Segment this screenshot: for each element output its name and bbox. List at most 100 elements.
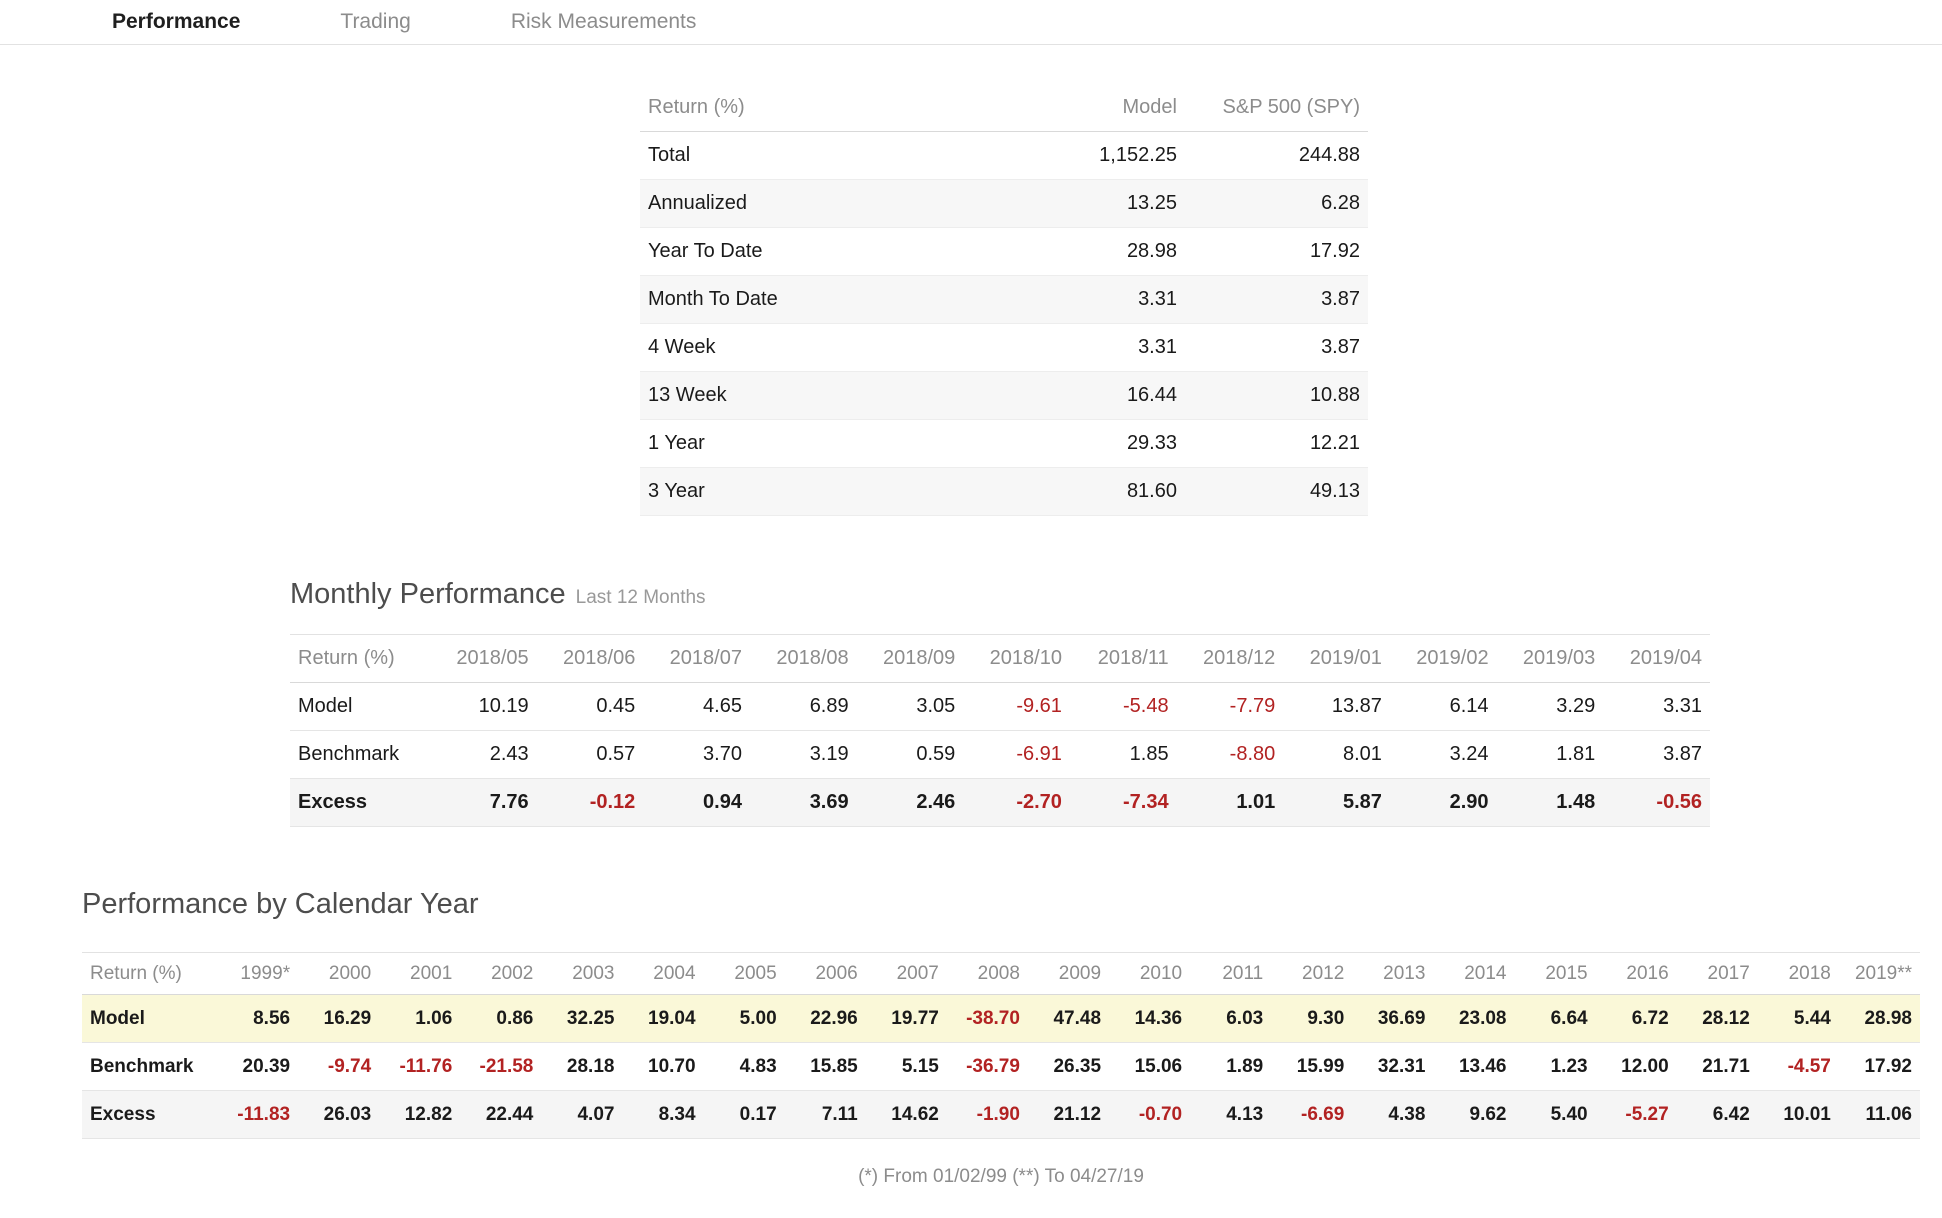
- table-header-row: Return (%) Model S&P 500 (SPY): [640, 85, 1368, 132]
- value-cell: 6.64: [1514, 994, 1596, 1043]
- value-cell: 5.00: [703, 994, 785, 1043]
- tab-performance[interactable]: Performance: [112, 10, 241, 33]
- value-cell: 21.71: [1676, 1042, 1758, 1091]
- value-cell: 7.11: [784, 1090, 866, 1139]
- value-cell: 2.46: [856, 778, 964, 827]
- value-cell: 17.92: [1185, 227, 1368, 276]
- row-label: Benchmark: [82, 1042, 217, 1091]
- value-cell: 6.14: [1389, 682, 1497, 731]
- column-header: 2019/01: [1283, 634, 1390, 683]
- value-cell: 3.31: [1603, 682, 1710, 731]
- monthly-performance-heading: Monthly Performance Last 12 Months: [290, 578, 706, 611]
- value-cell: 4.07: [541, 1090, 623, 1139]
- value-cell: 15.06: [1109, 1042, 1191, 1091]
- column-header-model: Model: [950, 85, 1185, 132]
- column-header: 2019/03: [1496, 634, 1604, 683]
- column-header: 2018/07: [643, 634, 750, 683]
- row-label: Excess: [82, 1090, 217, 1139]
- column-header: 2002: [460, 952, 542, 995]
- value-cell: -7.79: [1176, 682, 1284, 731]
- table-row: Benchmark 20.39 -9.74 -11.76 -21.58 28.18 10.7…: [82, 1042, 1920, 1091]
- value-cell: -38.70: [946, 994, 1028, 1043]
- value-cell: 13.25: [950, 179, 1185, 228]
- value-cell: -9.61: [963, 682, 1070, 731]
- value-cell: 5.40: [1514, 1090, 1596, 1139]
- value-cell: -4.57: [1757, 1042, 1839, 1091]
- value-cell: 6.89: [749, 682, 857, 731]
- value-cell: 15.85: [784, 1042, 866, 1091]
- column-header-label: Return (%): [290, 634, 430, 683]
- value-cell: 1.85: [1069, 730, 1177, 779]
- value-cell: 11.06: [1838, 1090, 1920, 1139]
- column-header: 2013: [1352, 952, 1434, 995]
- value-cell: 4.65: [643, 682, 750, 731]
- value-cell: 3.29: [1496, 682, 1604, 731]
- value-cell: 32.25: [541, 994, 623, 1043]
- value-cell: 36.69: [1352, 994, 1434, 1043]
- value-cell: -5.48: [1069, 682, 1177, 731]
- monthly-performance-table: Return (%) 2018/05 2018/06 2018/07 2018/08 20…: [290, 634, 1710, 827]
- value-cell: 1,152.25: [950, 131, 1185, 180]
- column-header: 2018/11: [1069, 634, 1177, 683]
- column-header: 2018/05: [430, 634, 537, 683]
- value-cell: 0.59: [856, 730, 964, 779]
- column-header: 2004: [622, 952, 704, 995]
- column-header: 2019/04: [1603, 634, 1710, 683]
- value-cell: 9.62: [1433, 1090, 1515, 1139]
- column-header: 2007: [865, 952, 947, 995]
- tab-trading[interactable]: Trading: [340, 10, 411, 33]
- summary-returns-table: Return (%) Model S&P 500 (SPY) Total 1,15…: [640, 85, 1368, 516]
- summary-table-body: Total 1,152.25 244.88 Annualized 13.25 6.28 Ye…: [640, 131, 1368, 516]
- value-cell: 22.96: [784, 994, 866, 1043]
- row-label: Month To Date: [640, 275, 950, 324]
- value-cell: 10.01: [1757, 1090, 1839, 1139]
- summary-table-header: Return (%) Model S&P 500 (SPY): [640, 85, 1368, 132]
- table-row: Benchmark 2.43 0.57 3.70 3.19 0.59 -6.91 1.85 -8…: [290, 730, 1710, 779]
- value-cell: -6.91: [963, 730, 1070, 779]
- value-cell: -7.34: [1069, 778, 1177, 827]
- row-label: 3 Year: [640, 467, 950, 516]
- table-row: 3 Year 81.60 49.13: [640, 467, 1368, 516]
- value-cell: 23.08: [1433, 994, 1515, 1043]
- column-header: 2012: [1271, 952, 1353, 995]
- value-cell: 5.87: [1283, 778, 1390, 827]
- tab-risk-measurements[interactable]: Risk Measurements: [510, 10, 697, 33]
- column-header: 2000: [298, 952, 380, 995]
- value-cell: 2.90: [1389, 778, 1497, 827]
- footnote: (*) From 01/02/99 (**) To 04/27/19: [858, 1166, 1144, 1187]
- value-cell: 26.03: [298, 1090, 380, 1139]
- table-row: Excess 7.76 -0.12 0.94 3.69 2.46 -2.70 -7.34 1.0…: [290, 778, 1710, 827]
- value-cell: -0.56: [1603, 778, 1710, 827]
- value-cell: 81.60: [950, 467, 1185, 516]
- value-cell: 3.69: [749, 778, 857, 827]
- value-cell: -0.12: [536, 778, 644, 827]
- value-cell: 10.88: [1185, 371, 1368, 420]
- value-cell: -1.90: [946, 1090, 1028, 1139]
- value-cell: 14.36: [1109, 994, 1191, 1043]
- value-cell: 49.13: [1185, 467, 1368, 516]
- table-row: Excess -11.83 26.03 12.82 22.44 4.07 8.34 0.17 7…: [82, 1090, 1920, 1139]
- value-cell: 5.44: [1757, 994, 1839, 1043]
- table-header-row: Return (%) 2018/05 2018/06 2018/07 2018/08 20…: [290, 634, 1710, 683]
- value-cell: 10.19: [430, 682, 537, 731]
- value-cell: 7.76: [430, 778, 537, 827]
- value-cell: 16.44: [950, 371, 1185, 420]
- value-cell: -8.80: [1176, 730, 1284, 779]
- monthly-table-header: Return (%) 2018/05 2018/06 2018/07 2018/08 20…: [290, 634, 1710, 683]
- value-cell: 28.18: [541, 1042, 623, 1091]
- value-cell: 3.24: [1389, 730, 1497, 779]
- column-header: 2008: [946, 952, 1028, 995]
- value-cell: 8.34: [622, 1090, 704, 1139]
- row-label: 13 Week: [640, 371, 950, 420]
- value-cell: 1.89: [1190, 1042, 1272, 1091]
- table-header-row: Return (%) 1999* 2000 2001 2002 2003 2004 2005 2…: [82, 952, 1920, 995]
- tab-bar: Performance Trading Risk Measurements: [0, 0, 1942, 45]
- table-row: 4 Week 3.31 3.87: [640, 323, 1368, 372]
- value-cell: 22.44: [460, 1090, 542, 1139]
- row-label: Year To Date: [640, 227, 950, 276]
- column-header-return-pct: Return (%): [640, 85, 950, 132]
- value-cell: 1.06: [379, 994, 461, 1043]
- value-cell: 0.17: [703, 1090, 785, 1139]
- column-header: 2018/09: [856, 634, 964, 683]
- value-cell: 6.03: [1190, 994, 1272, 1043]
